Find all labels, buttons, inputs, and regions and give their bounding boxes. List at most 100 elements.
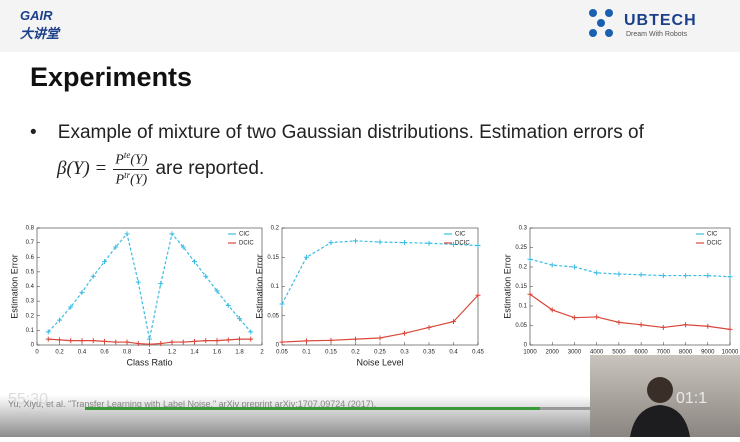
point	[377, 335, 383, 341]
point	[124, 339, 130, 345]
point	[279, 339, 285, 345]
point	[616, 271, 622, 277]
point	[79, 338, 85, 344]
point	[475, 292, 481, 298]
point	[68, 338, 74, 344]
legend-label: DCIC	[707, 241, 722, 247]
plot-area	[529, 227, 731, 346]
remaining-time: 01:1	[676, 390, 708, 407]
point	[147, 336, 152, 342]
y-tick-label: 0.2	[26, 313, 35, 319]
point	[225, 303, 231, 309]
point	[214, 288, 220, 294]
point	[328, 337, 334, 343]
x-axis-label: Class Ratio	[126, 357, 172, 367]
point	[248, 336, 254, 342]
x-tick-label: 0.05	[276, 350, 288, 356]
y-tick-label: 0.1	[519, 304, 528, 310]
bullet: • Example of mixture of two Gaussian dis…	[30, 122, 644, 143]
legend-label: DCIC	[455, 241, 470, 247]
x-tick-label: 0.2	[351, 350, 360, 356]
point	[158, 281, 164, 287]
point	[705, 323, 711, 329]
y-tick-label: 0.4	[26, 284, 35, 290]
y-tick-label: 0.05	[267, 313, 279, 319]
x-tick-label: 0.25	[374, 350, 386, 356]
slide-title: Experiments	[30, 62, 193, 92]
point	[451, 241, 456, 247]
series-line	[529, 293, 731, 330]
point	[214, 338, 220, 344]
point	[147, 341, 152, 347]
point	[616, 319, 622, 325]
point	[135, 279, 141, 285]
point	[192, 338, 197, 344]
point	[90, 273, 96, 279]
point	[279, 301, 285, 307]
point	[135, 341, 141, 347]
point	[180, 339, 186, 345]
y-tick-label: 0.2	[271, 226, 280, 232]
x-tick-label: 0.6	[100, 350, 109, 356]
x-tick-label: 2000	[546, 350, 560, 356]
x-tick-label: 1.2	[168, 350, 177, 356]
point	[727, 274, 733, 280]
den-sup: tr	[124, 169, 131, 180]
y-axis-label: Estimation Error	[502, 254, 512, 319]
plot-area	[36, 227, 263, 346]
x-tick-label: 1.8	[235, 350, 244, 356]
header-bar	[0, 0, 740, 52]
point	[638, 272, 644, 278]
point	[571, 315, 577, 321]
x-tick-label: 0.3	[400, 350, 409, 356]
y-tick-label: 0	[276, 343, 280, 349]
x-tick-label: 0.4	[449, 350, 458, 356]
point	[57, 337, 62, 343]
y-tick-label: 0.3	[519, 226, 528, 232]
point	[45, 329, 51, 335]
logo-left: GAIR 大讲堂	[20, 8, 59, 42]
y-tick-label: 0.05	[515, 323, 527, 329]
point	[102, 259, 107, 265]
x-tick-label: 3000	[568, 350, 582, 356]
elapsed-time: 55:30	[8, 391, 49, 408]
point	[169, 231, 175, 237]
point	[79, 289, 85, 295]
point	[113, 244, 119, 250]
point	[102, 338, 107, 344]
point	[237, 336, 242, 342]
point	[571, 264, 577, 270]
x-axis-label: Noise Level	[356, 357, 403, 367]
point	[402, 330, 407, 336]
point	[451, 319, 456, 325]
legend-label: CIC	[707, 232, 718, 238]
x-tick-label: 0.4	[78, 350, 87, 356]
point	[158, 341, 164, 347]
citation: Yu, Xiyu, et al. "Transfer Learning with…	[8, 399, 377, 409]
y-tick-label: 0.1	[271, 284, 280, 290]
formula-lhs: β(Y) =	[57, 158, 108, 180]
den-arg: (Y)	[130, 172, 148, 188]
y-tick-label: 0	[524, 343, 528, 349]
point	[426, 324, 432, 330]
y-tick-label: 0.5	[26, 269, 35, 275]
point	[426, 240, 432, 246]
point	[594, 270, 600, 276]
point	[304, 338, 309, 344]
plot-area	[281, 227, 479, 346]
x-tick-label: 0	[35, 350, 39, 356]
progress-bar[interactable]	[85, 407, 540, 410]
y-tick-label: 0.1	[26, 328, 35, 334]
x-tick-label: 10000	[722, 350, 739, 356]
y-axis-label: Estimation Error	[254, 254, 264, 319]
x-tick-label: 2	[260, 350, 264, 356]
point	[660, 273, 666, 279]
point	[248, 329, 254, 335]
formula: β(Y) = Pte(Y) Ptr(Y) are reported.	[57, 150, 264, 188]
x-tick-label: 7000	[657, 350, 671, 356]
point	[45, 336, 51, 342]
x-tick-label: 0.15	[325, 350, 337, 356]
point	[124, 231, 130, 237]
